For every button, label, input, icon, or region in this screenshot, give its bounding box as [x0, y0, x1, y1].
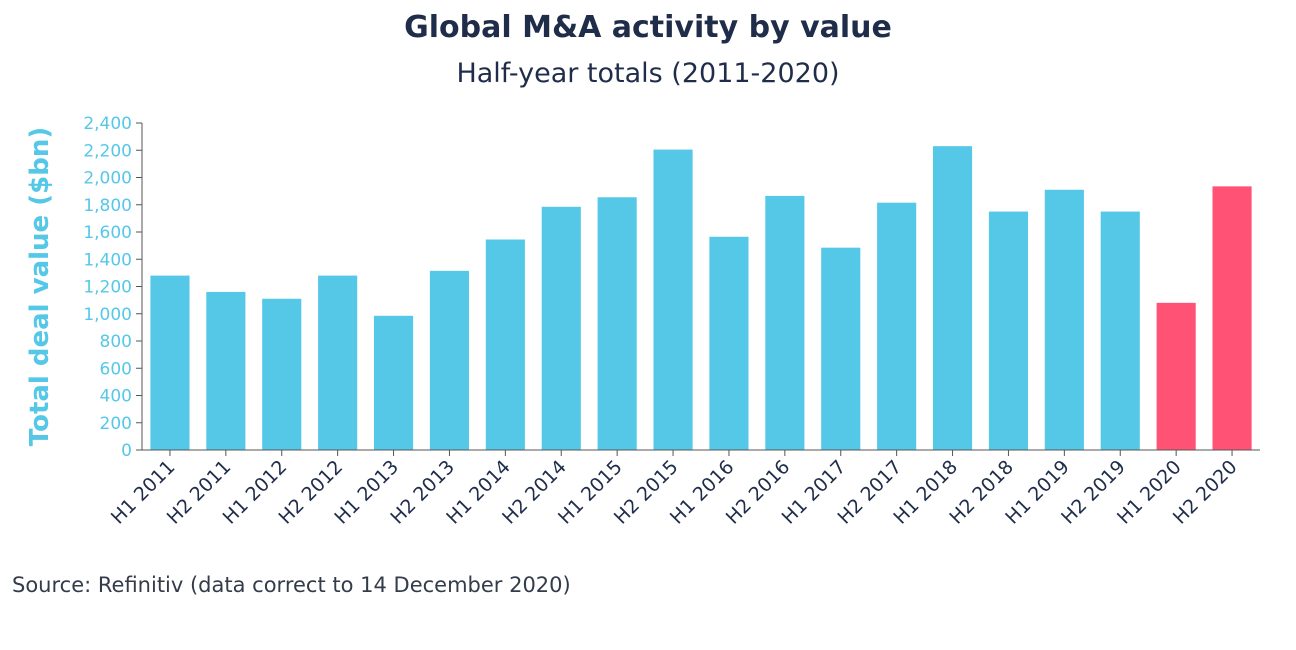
chart-subtitle: Half-year totals (2011-2020): [456, 58, 840, 89]
y-axis: 0 200 400 600 800 1,000 1,200 1,400 1,600 1,800 2,…: [83, 114, 143, 461]
y-axis-title: Total deal value ($bn): [25, 127, 55, 446]
bar: [765, 195, 805, 450]
bar: [653, 149, 693, 450]
bar: [932, 146, 973, 450]
bars: [150, 146, 1252, 450]
bar: [429, 270, 470, 450]
bar: [206, 291, 246, 450]
bar: [877, 202, 917, 450]
y-tick-label: 1,000: [83, 305, 132, 325]
y-tick-label: 200: [100, 414, 132, 434]
bar: [988, 211, 1029, 450]
bar: [318, 275, 358, 450]
bar: [709, 236, 749, 450]
bar: [1156, 302, 1196, 450]
bar: [597, 197, 637, 450]
bar: [485, 239, 525, 450]
chart-title: Global M&A activity by value: [404, 10, 892, 45]
y-tick-label: 2,400: [83, 114, 132, 134]
y-tick-label: 600: [100, 359, 132, 379]
y-tick-label: 2,000: [83, 169, 132, 189]
bar: [150, 275, 190, 450]
y-tick-label: 400: [100, 387, 132, 407]
y-tick-label: 1,800: [83, 196, 132, 216]
bar: [262, 298, 302, 450]
bar: [821, 247, 861, 450]
bar: [541, 206, 581, 450]
y-tick-label: 800: [100, 332, 132, 352]
source-note: Source: Refinitiv (data correct to 14 De…: [12, 573, 571, 597]
bar: [1100, 211, 1140, 450]
bar: [1044, 189, 1084, 450]
y-tick-label: 0: [121, 441, 132, 461]
y-tick-label: 1,200: [83, 278, 132, 298]
bar: [1212, 186, 1252, 450]
y-tick-label: 1,600: [83, 223, 132, 243]
bar: [373, 315, 414, 450]
y-tick-label: 1,400: [83, 250, 132, 270]
y-tick-label: 2,200: [83, 141, 132, 161]
